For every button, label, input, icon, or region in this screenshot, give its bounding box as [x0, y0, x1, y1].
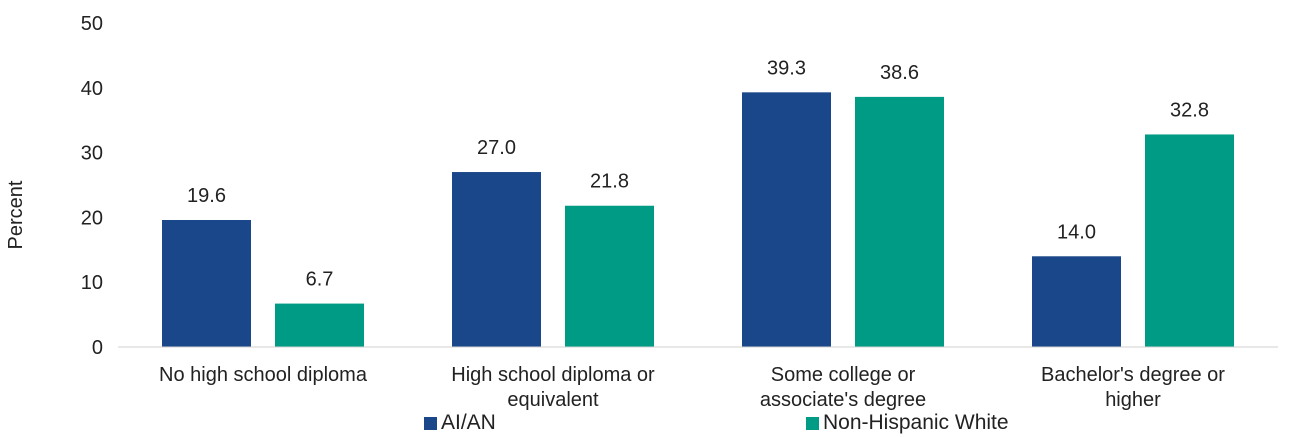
x-tick-label: No high school diploma: [159, 364, 368, 386]
data-label-non-hispanic-white: 6.7: [306, 269, 334, 291]
y-tick-label: 20: [81, 207, 103, 229]
y-tick-label: 0: [92, 337, 103, 359]
y-tick-label: 10: [81, 272, 103, 294]
bar-non-hispanic-white: [565, 205, 654, 347]
x-tick-label: higher: [1105, 389, 1161, 411]
legend-item-non-hispanic-white: Non-Hispanic White: [806, 411, 1009, 435]
y-axis-ticks: 0 10 20 30 40 50: [81, 13, 103, 359]
legend-swatch-ai-an: [424, 416, 437, 430]
data-label-ai-an: 19.6: [187, 185, 226, 207]
bars: [162, 92, 1234, 347]
x-tick-label: equivalent: [507, 389, 599, 411]
bar-ai-an: [452, 172, 541, 347]
y-axis-label: Percent: [5, 180, 27, 249]
x-tick-label: Some college or: [771, 364, 916, 386]
bar-ai-an: [742, 92, 831, 347]
data-label-ai-an: 39.3: [767, 57, 806, 79]
data-label-ai-an: 27.0: [477, 137, 516, 159]
x-axis-labels: No high school diploma High school diplom…: [159, 364, 1225, 411]
bar-non-hispanic-white: [275, 303, 364, 347]
x-tick-label: Bachelor's degree or: [1041, 364, 1225, 386]
legend-label-non-hispanic-white: Non-Hispanic White: [823, 411, 1009, 434]
y-tick-label: 30: [81, 143, 103, 165]
y-tick-label: 50: [81, 13, 103, 35]
x-tick-label: High school diploma or: [451, 364, 655, 386]
data-label-non-hispanic-white: 38.6: [880, 62, 919, 84]
bar-non-hispanic-white: [855, 96, 944, 347]
legend-item-ai-an: AI/AN: [424, 411, 496, 435]
legend-swatch-non-hispanic-white: [806, 416, 819, 430]
bar-ai-an: [162, 219, 251, 347]
data-label-non-hispanic-white: 21.8: [590, 171, 629, 193]
data-labels: 19.6 6.7 27.0 21.8 39.3 38.6 14.0 32.8: [187, 57, 1209, 290]
bar-ai-an: [1032, 256, 1121, 347]
legend-label-ai-an: AI/AN: [441, 411, 496, 434]
y-tick-label: 40: [81, 78, 103, 100]
data-label-ai-an: 14.0: [1057, 221, 1096, 243]
x-tick-label: associate's degree: [760, 389, 926, 411]
bar-non-hispanic-white: [1145, 134, 1234, 347]
data-label-non-hispanic-white: 32.8: [1170, 99, 1209, 121]
